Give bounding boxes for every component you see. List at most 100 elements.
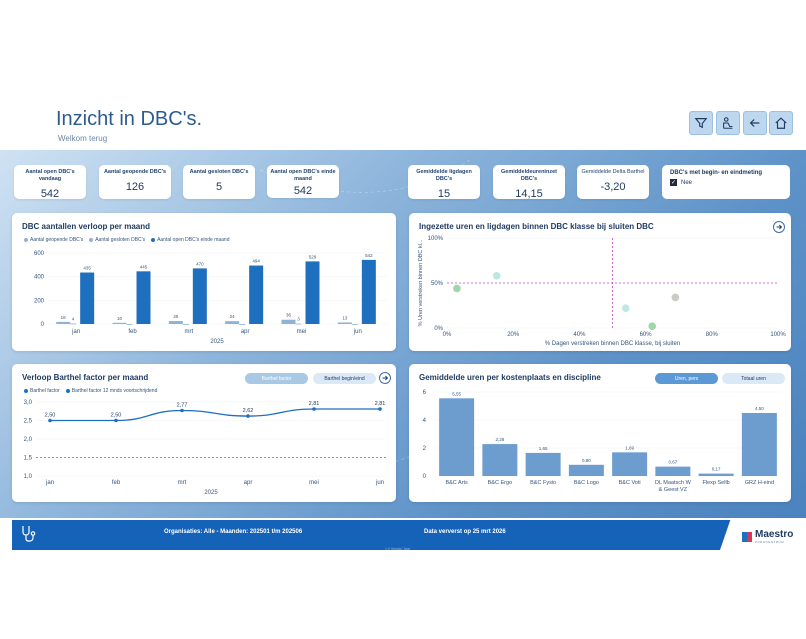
back-button[interactable] [743, 111, 767, 135]
arrow-right-icon [382, 375, 389, 381]
x-tick-label: Flexp Sellb [703, 480, 730, 486]
drillthrough-button[interactable] [773, 221, 785, 233]
kpi-open-month-end: Aantal open DBC's einde maand 542 [267, 165, 339, 198]
card-dbc-counts: DBC aantallen verloop per maand Aantal g… [12, 213, 396, 351]
bar [182, 324, 189, 325]
x-tick-label: jun [375, 480, 384, 486]
chart-title: Ingezette uren en ligdagen binnen DBC kl… [419, 222, 654, 231]
y-tick-label: 1,5 [24, 456, 33, 462]
x-tick-label-line: B&C Logo [574, 480, 599, 486]
y-tick-label: 3,0 [24, 400, 33, 406]
x-tick-label: mei [297, 329, 307, 335]
y-tick-label: 2 [423, 446, 427, 452]
toggle-barthel-begin-eind[interactable]: Barthel begin/eind [313, 373, 376, 384]
data-label: 1,69 [625, 445, 634, 450]
y-tick-label: 0% [434, 326, 443, 332]
toggle-barthel-factor[interactable]: Barthel factor [245, 373, 308, 384]
legend-item[interactable]: Aantal open DBC's einde maand [151, 237, 229, 243]
x-tick-label: B&C Voti [619, 480, 641, 486]
x-tick-label: jan [71, 329, 80, 335]
x-axis-title: 2025 [204, 490, 218, 496]
x-tick-label-line: B&C Arts [445, 480, 468, 486]
legend-label: Aantal open DBC's einde maand [157, 237, 230, 243]
legend-label: Aantal gesloten DBC's [95, 237, 146, 243]
x-tick-label-line: & Geest VZ [659, 487, 688, 493]
page-subtitle: Welkom terug [58, 134, 108, 143]
kpi-value: -3,20 [600, 181, 626, 193]
x-tick-label: B&C Logo [574, 480, 599, 486]
x-tick-label: mrt [178, 480, 187, 486]
x-tick-label: 100% [770, 332, 786, 338]
checkbox-checked-icon[interactable]: ✓ [670, 179, 677, 186]
bar [239, 324, 246, 325]
legend-item[interactable]: Aantal geopende DBC's [24, 237, 83, 243]
x-axis-title: % Dagen verstreken binnen DBC klasse, bi… [545, 341, 680, 347]
legend-item[interactable]: Barthel factor [24, 388, 60, 394]
x-tick-label: feb [112, 480, 121, 486]
data-label: 36 [286, 313, 292, 318]
kpi-label: Gemiddelde Delta Barthel [581, 169, 645, 175]
x-tick-label: B&C Ergo [488, 480, 512, 486]
data-label: 0,17 [712, 467, 721, 472]
data-label: 10 [117, 316, 123, 321]
bar [741, 413, 777, 476]
kpi-label: Aantal open DBC's einde maand [270, 169, 336, 182]
data-label: 2,62 [243, 408, 254, 414]
x-tick-label: 40% [573, 332, 586, 338]
kpi-open-today: Aantal open DBC's vandaag 542 [14, 165, 86, 200]
bar [698, 473, 734, 476]
y-tick-label: 1,0 [24, 474, 33, 480]
bar [112, 322, 127, 324]
footer-refresh-date: Data ververst op 25 mrt 2026 [424, 529, 506, 535]
kpi-delta-barthel: Gemiddelde Delta Barthel -3,20 [577, 165, 649, 199]
x-tick-label: 20% [507, 332, 520, 338]
x-tick-label: apr [244, 480, 253, 486]
filter-button[interactable] [689, 111, 713, 135]
scatter-chart: 0% 50% 100% 0% 20% 40% 60% 80% 100% % Dagen verst… [418, 236, 786, 347]
x-tick-label-line: B&C Ergo [488, 480, 512, 486]
back-arrow-icon [749, 119, 760, 127]
data-label: 2,50 [45, 413, 56, 419]
scatter-point [453, 284, 461, 293]
bar [525, 452, 561, 476]
stethoscope-icon [22, 526, 36, 542]
x-tick-label: 80% [706, 332, 719, 338]
data-label: 494 [252, 259, 260, 264]
bar [70, 323, 77, 325]
bar [168, 321, 183, 324]
y-tick-label: 4 [423, 418, 427, 424]
legend-item[interactable]: Aantal gesloten DBC's [89, 237, 145, 243]
data-label: 1,65 [539, 446, 548, 451]
home-icon [775, 117, 787, 129]
slicer-begin-eind: DBC's met begin- en eindmeting ✓ Nee [662, 165, 790, 199]
info-button[interactable] [716, 111, 740, 135]
drillthrough-button[interactable] [379, 372, 391, 384]
line-point [378, 407, 382, 411]
kpi-value: 126 [125, 181, 145, 193]
slicer-option-nee[interactable]: ✓ Nee [670, 179, 692, 186]
maestro-logo: Maestro ZORGCENTRUM [742, 530, 793, 544]
data-label: 24 [230, 314, 236, 319]
toggle-totaal-uren[interactable]: Totaal uren [722, 373, 785, 384]
legend-item[interactable]: Barthel factor 12 mnds voortschrijdend [65, 388, 157, 394]
bar [295, 323, 302, 325]
x-tick-label-line: DL Maatsch W [655, 480, 692, 486]
bar [281, 319, 296, 324]
footer-version: 1.0 Vensio/ Jaar [385, 547, 411, 551]
x-tick-label-line: B&C Fysio [530, 480, 556, 486]
chart-legend: Aantal geopende DBC's Aantal gesloten DB… [24, 237, 229, 243]
page-title: Inzicht in DBC's. [56, 108, 203, 130]
home-button[interactable] [769, 111, 793, 135]
card-scatter-hours-days: Ingezette uren en ligdagen binnen DBC kl… [409, 213, 791, 351]
toggle-uren-pers[interactable]: Uren, pers [655, 373, 718, 384]
kpi-label: Gemiddelde ligdagen DBC's [416, 169, 472, 182]
data-label: 25 [173, 314, 179, 319]
bar [439, 398, 475, 476]
y-tick-label: 400 [34, 275, 45, 281]
data-label: 2,50 [111, 413, 122, 419]
bar [337, 322, 352, 324]
x-tick-label: DL Maatsch W & Geest VZ [655, 480, 692, 493]
logo-subtitle: ZORGCENTRUM [755, 540, 785, 544]
x-tick-label: mrt [184, 329, 193, 335]
